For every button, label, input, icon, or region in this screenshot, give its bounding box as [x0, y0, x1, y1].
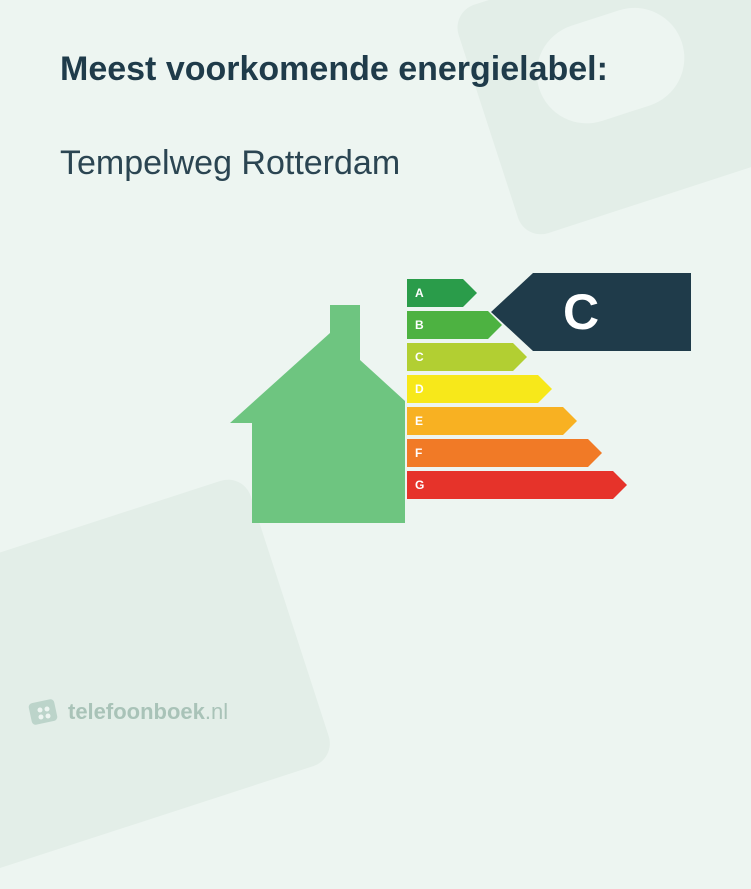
energy-bar-d: D — [407, 375, 627, 403]
energy-bar-label: B — [415, 311, 424, 339]
brand-text: telefoonboek.nl — [68, 699, 228, 725]
page-title: Meest voorkomende energielabel: — [60, 50, 691, 89]
brand-icon — [28, 697, 58, 727]
energy-bar-label: C — [415, 343, 424, 371]
energy-bar-g: G — [407, 471, 627, 499]
energy-bar-label: G — [415, 471, 424, 499]
energy-label-chart: ABCDEFG C — [60, 273, 691, 553]
content-area: Meest voorkomende energielabel: Tempelwe… — [0, 0, 751, 553]
result-letter: C — [563, 273, 599, 351]
house-icon — [230, 293, 405, 528]
energy-bar-label: A — [415, 279, 424, 307]
energy-bar-e: E — [407, 407, 627, 435]
result-pointer: C — [491, 273, 691, 351]
brand-name: telefoonboek — [68, 699, 205, 724]
location-subtitle: Tempelweg Rotterdam — [60, 144, 691, 183]
energy-bar-label: F — [415, 439, 422, 467]
energy-bar-f: F — [407, 439, 627, 467]
brand-tld: .nl — [205, 699, 228, 724]
energy-bar-label: E — [415, 407, 423, 435]
energy-bar-label: D — [415, 375, 424, 403]
footer: telefoonboek.nl — [28, 697, 228, 727]
